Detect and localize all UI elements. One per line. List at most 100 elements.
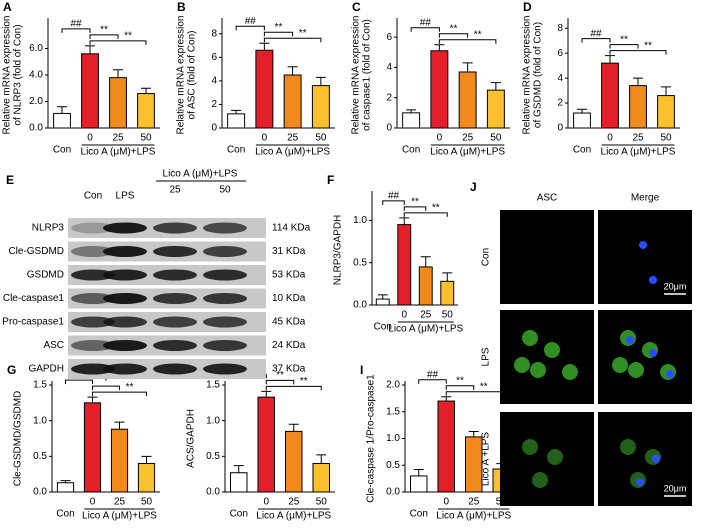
asc-signal [514,357,530,373]
error-bar [141,455,152,464]
panel-label: F [327,173,334,187]
bar [440,280,455,306]
bar [410,475,428,493]
significance-label: ** [100,24,108,35]
bar [437,400,455,493]
x-tick-label: Con [227,145,245,156]
error-bar [441,396,452,402]
x-tick-label: 50 [660,133,672,144]
y-tick-label: 4.0 [29,70,43,81]
significance-label: ## [245,16,257,27]
x-tick-label: Con [374,322,392,333]
x-tick-label: 25 [288,497,300,508]
y-tick-label: 1.5 [33,380,47,391]
significance-label: ** [456,375,464,386]
x-tick-label: Con [573,145,591,156]
group-label: Lico A (μM)+LPS [430,147,505,158]
group-label: Lico A (μM)+LPS [436,511,511,522]
row-label: Lico A +LPS [481,432,492,487]
asc-signal [547,449,563,465]
significance-bracket [89,40,147,45]
panel-label: B [177,0,186,14]
row-label: NLRP3 [32,223,65,234]
y-axis-label: of GSDMD (fold of Con) [533,22,544,128]
y-axis-label: Cle-caspase 1/Pro-caspase1 [366,374,377,503]
bar [81,53,99,129]
y-tick-label: 0.0 [33,487,47,498]
group-label: Lico A (μM)+LPS [255,147,330,158]
x-tick-label: Con [53,145,71,156]
y-tick-label: 4 [211,76,217,87]
nucleus [636,478,644,486]
y-tick-label: 0 [211,123,217,134]
x-tick-label: 0 [437,133,443,144]
panel-label: E [6,173,14,187]
blot-band [203,269,247,281]
column-label: ASC [537,193,558,204]
y-tick-label: 0.0 [29,123,43,134]
panel-label: A [3,0,12,14]
significance-label: ** [124,30,132,41]
x-tick-label: 0 [263,497,269,508]
significance-bracket [382,200,405,205]
error-bar [315,76,326,86]
bar [465,436,483,493]
significance-bracket [445,385,475,390]
error-bar [406,109,417,113]
significance-label: ** [432,202,440,213]
error-bar [633,77,643,86]
dose-label: 50 [219,185,231,196]
group-label: Lico A (μM)+LPS [81,147,156,158]
x-tick-label: Con [402,145,420,156]
y-tick-label: 2.0 [29,96,43,107]
asc-signal [562,364,578,380]
significance-bracket [89,34,119,39]
blot-band [203,222,247,234]
significance-label: ** [450,23,458,34]
error-bar [605,55,615,64]
size-label: 114 KDa [272,223,311,234]
bar [137,462,156,493]
micrograph [598,210,692,304]
blot-band [203,316,247,328]
blot-band [71,246,115,257]
blot-band [71,269,115,281]
y-tick-label: 6 [386,32,392,43]
y-axis-label: Relative mRNA expression [351,16,362,135]
y-tick-label: 0.0 [353,300,367,311]
x-tick-label: 50 [442,310,454,321]
blot-band [103,316,147,328]
y-tick-label: 8 [211,28,217,39]
blot-band [203,340,247,351]
error-bar [259,42,270,51]
nucleus [649,276,657,284]
x-tick-label: Con [230,509,248,520]
error-bar [420,256,431,267]
asc-signal [522,439,538,455]
bar [230,472,248,493]
y-tick-label: 1.5 [206,380,220,391]
blot-band [71,293,115,304]
significance-bracket [235,25,265,31]
bar [312,462,330,493]
blot-band [153,269,197,281]
error-bar [661,86,671,96]
row-label: Con [481,248,492,266]
x-tick-label: 50 [490,133,502,144]
y-tick-label: 0 [386,123,392,134]
size-label: 45 KDa [272,317,306,328]
row-label: GSDMD [27,270,64,281]
bar [53,112,71,129]
blot-band [71,316,115,328]
bar [458,71,477,129]
significance-label: ## [420,17,432,28]
bar [109,77,127,129]
asc-signal [532,472,548,488]
bar [397,224,412,306]
error-bar [316,454,327,464]
x-tick-label: Con [56,509,74,520]
y-tick-label: 6.0 [29,43,43,54]
y-tick-label: 6 [211,52,217,63]
bar [56,482,75,493]
